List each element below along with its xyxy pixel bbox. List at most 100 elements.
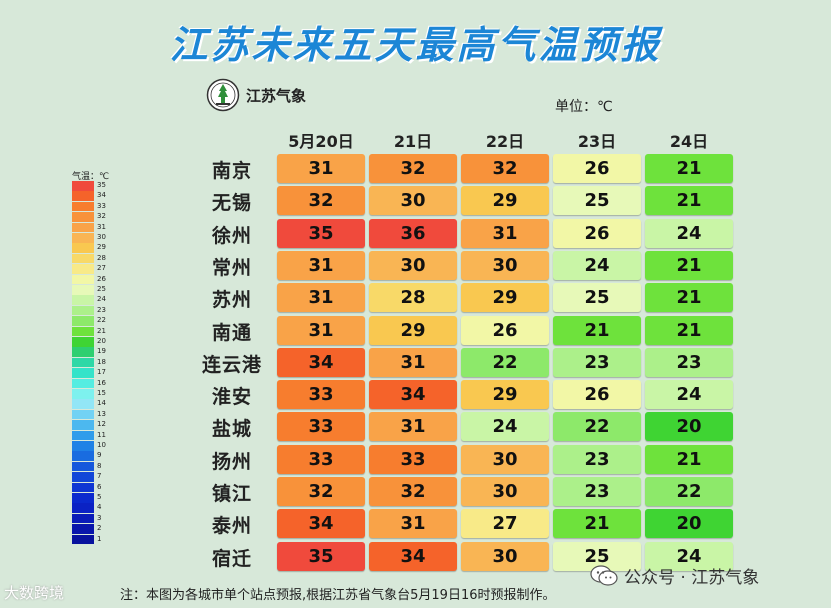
city-label: 淮安 (211, 386, 252, 409)
temperature-cell: 30 (369, 250, 457, 280)
city-label: 连云港 (201, 353, 262, 376)
legend-label: 22 (97, 316, 106, 325)
legend-swatch (72, 513, 94, 524)
legend-label: 6 (97, 482, 102, 491)
legend-label: 13 (97, 409, 106, 418)
legend-swatch (72, 357, 94, 368)
temperature-cell: 30 (461, 444, 549, 474)
legend-label: 30 (97, 233, 106, 241)
temperature-cell: 23 (553, 444, 641, 474)
legend-swatch (72, 285, 94, 295)
temperature-cell: 34 (277, 347, 365, 377)
temperature-cell: 30 (461, 250, 549, 280)
legend-swatch (72, 503, 94, 513)
wechat-account-name: 公众号 · 江苏气象 (624, 568, 760, 588)
temperature-cell: 31 (369, 347, 457, 377)
city-label: 苏州 (211, 289, 252, 312)
legend-label: 17 (97, 368, 106, 377)
legend-swatch (72, 305, 94, 316)
temperature-cell: 31 (277, 250, 365, 280)
legend-swatch (72, 482, 94, 493)
legend-label: 9 (97, 451, 102, 460)
legend-swatch (72, 295, 94, 305)
legend-label: 10 (97, 441, 106, 449)
legend-swatch (72, 534, 94, 545)
city-label: 镇江 (211, 483, 252, 505)
temperature-cell: 26 (553, 218, 641, 248)
legend-swatch (72, 264, 94, 274)
temperature-cell: 24 (461, 412, 549, 442)
legend-label: 4 (97, 503, 102, 512)
temperature-cell: 21 (645, 186, 733, 216)
legend-swatch (72, 420, 94, 430)
temperature-cell: 31 (277, 283, 365, 313)
legend-swatch (72, 472, 94, 482)
legend-label: 32 (97, 212, 106, 221)
temperature-cell: 26 (461, 315, 549, 345)
city-label: 盐城 (211, 418, 252, 441)
legend-label: 24 (97, 295, 106, 304)
legend-swatch (72, 451, 94, 461)
temperature-cell: 21 (645, 444, 733, 474)
temperature-cell: 34 (277, 509, 365, 539)
temperature-cell: 22 (461, 347, 549, 377)
day-label: 23日 (577, 132, 617, 151)
legend-swatch (72, 430, 94, 441)
day-label: 22日 (485, 132, 525, 151)
temperature-cell: 21 (553, 315, 641, 345)
temperature-cell: 34 (369, 541, 457, 571)
watermark-text: 大数跨境 (4, 584, 65, 602)
legend-label: 8 (97, 461, 102, 470)
legend-swatch (72, 316, 94, 326)
legend-swatch (72, 233, 94, 243)
legend-label: 23 (97, 305, 106, 314)
temperature-cell: 21 (645, 315, 733, 345)
legend-label: 20 (97, 337, 106, 345)
legend-label: 26 (97, 274, 106, 283)
legend-swatch (72, 409, 94, 420)
legend-swatch (72, 326, 94, 337)
legend-swatch (72, 274, 94, 285)
city-label: 无锡 (211, 192, 252, 215)
city-label: 宿迁 (211, 547, 252, 570)
temperature-cell: 23 (553, 477, 641, 506)
footnote: 注：本图为各城市单个站点预报,根据江苏省气象台5月19日16时预报制作。 (120, 588, 556, 603)
legend-swatch (72, 337, 94, 347)
temperature-cell: 32 (277, 186, 365, 216)
legend-swatch (72, 181, 94, 191)
city-label: 常州 (211, 256, 252, 279)
temperature-cell: 24 (645, 218, 733, 248)
legend-swatch (72, 524, 94, 534)
temperature-cell: 30 (369, 186, 457, 216)
legend-label: 11 (97, 430, 106, 439)
day-label: 24日 (669, 132, 709, 151)
legend-swatch (72, 461, 94, 472)
day-label: 5月20日 (288, 132, 354, 151)
jiangsu-meteorology-emblem-icon (206, 78, 240, 112)
temperature-cell: 21 (553, 509, 641, 539)
city-label: 泰州 (211, 515, 252, 538)
legend-label: 7 (97, 472, 102, 481)
temperature-cell: 33 (277, 380, 365, 410)
temperature-cell: 28 (369, 283, 457, 313)
legend-swatch (72, 389, 94, 399)
temperature-cell: 31 (461, 218, 549, 248)
legend-label: 35 (97, 181, 106, 189)
legend-title: 气温：℃ (72, 172, 110, 182)
temperature-cell: 22 (645, 477, 733, 506)
legend-swatch (72, 243, 94, 253)
temperature-cell: 25 (553, 186, 641, 216)
temperature-cell: 36 (369, 218, 457, 248)
temperature-cell: 21 (645, 250, 733, 280)
temperature-cell: 31 (277, 154, 365, 183)
legend-label: 21 (97, 326, 106, 335)
temperature-cell: 29 (369, 315, 457, 345)
temperature-cell: 23 (553, 347, 641, 377)
temperature-cell: 30 (461, 541, 549, 571)
legend-swatch (72, 378, 94, 389)
legend-label: 34 (97, 191, 106, 200)
logo: 江苏气象 (206, 78, 306, 112)
temperature-cell: 26 (553, 154, 641, 183)
chart-title: 江苏未来五天最高气温预报 (169, 23, 662, 67)
wechat-icon (590, 564, 618, 586)
